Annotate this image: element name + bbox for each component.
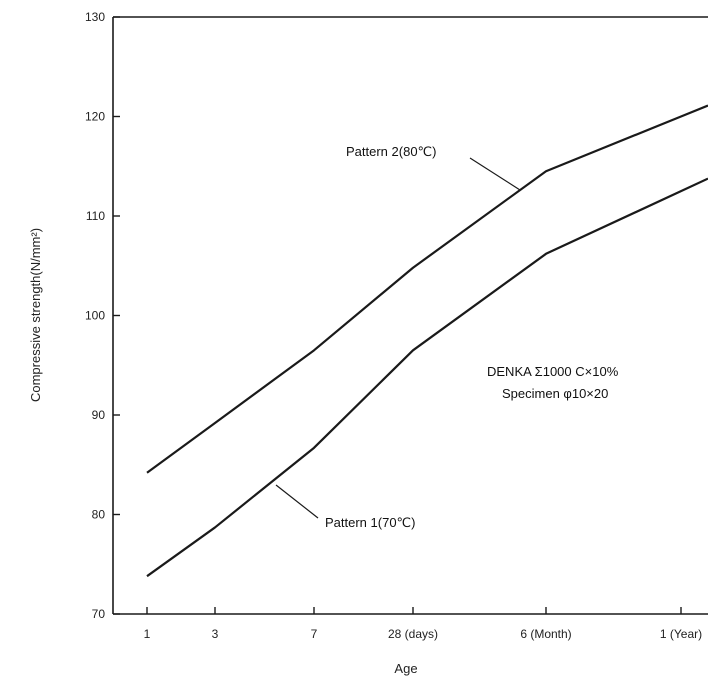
y-tick-label: 110 [86, 209, 105, 223]
y-tick-label: 100 [85, 309, 105, 323]
x-tick-label: 1 [144, 627, 151, 641]
x-tick-label: 3 [212, 627, 219, 641]
pattern1-leader-line [275, 484, 319, 519]
material-annotation: DENKA Σ1000 C×10% [487, 364, 619, 379]
specimen-annotation: Specimen φ10×20 [502, 386, 608, 401]
y-axis-ticks: 70 80 90 100 110 120 130 [85, 10, 120, 621]
series-line-pattern-1 [146, 177, 708, 578]
y-tick-label: 80 [92, 508, 106, 522]
x-tick-label: 28 (days) [388, 627, 438, 641]
pattern2-label: Pattern 2(80℃) [346, 144, 436, 159]
y-tick-label: 120 [85, 110, 105, 124]
pattern2-leader-line [469, 157, 521, 191]
pattern1-label: Pattern 1(70℃) [325, 515, 415, 530]
y-tick-label: 70 [92, 607, 106, 621]
x-tick-label: 6 (Month) [520, 627, 571, 641]
series-line-pattern-2 [146, 104, 708, 474]
x-axis-title: Age [394, 661, 417, 676]
y-tick-label: 130 [85, 10, 105, 24]
x-axis-ticks: 1 3 7 28 (days) 6 (Month) 1 (Year) [144, 607, 702, 641]
y-axis-title: Compressive strength(N/mm²) [28, 228, 43, 402]
x-tick-label: 1 (Year) [660, 627, 702, 641]
series-layer [146, 104, 708, 578]
y-tick-label: 90 [92, 408, 106, 422]
x-tick-label: 7 [311, 627, 318, 641]
